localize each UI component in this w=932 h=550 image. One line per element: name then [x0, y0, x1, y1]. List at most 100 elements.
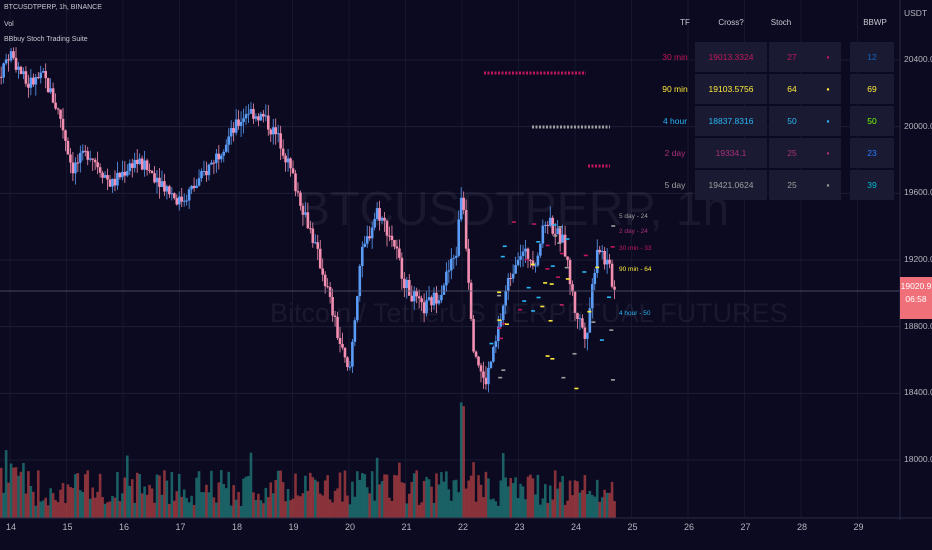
candle-body [64, 130, 67, 141]
currency-label: USDT [904, 8, 928, 18]
volume-bar [145, 494, 149, 518]
volume-bar [66, 484, 70, 518]
candle-body [74, 162, 77, 174]
candle-body [133, 159, 137, 168]
candle-body [118, 172, 122, 178]
candle-body [207, 164, 211, 176]
bar-countdown: 06:58 [905, 294, 927, 304]
candle-body [311, 228, 315, 243]
volume-bar [98, 473, 102, 518]
table-header-bbwp: BBWP [863, 18, 887, 27]
candle-body [284, 155, 287, 163]
volume-bar [274, 480, 278, 518]
candle-body [54, 102, 57, 109]
candle-body [101, 172, 104, 178]
table-cell-tf: 5 day [664, 180, 686, 190]
volume-bar [185, 497, 188, 518]
candle-body [289, 158, 292, 169]
stoch-dot [565, 238, 570, 240]
candle-body [464, 209, 468, 249]
volume-bar [150, 488, 154, 518]
timeframe-stoch-label: 30 min - 33 [619, 245, 652, 252]
volume-bar [524, 499, 527, 518]
candle-body [457, 219, 461, 256]
volume-bar [296, 495, 300, 518]
volume-bar [556, 488, 559, 518]
volume-bar [412, 473, 416, 518]
candle-body [96, 162, 99, 168]
volume-bar [83, 474, 87, 518]
candle-body [291, 168, 295, 174]
candle-body [561, 234, 564, 243]
stoch-dot [583, 254, 588, 257]
x-tick-label: 15 [62, 522, 73, 532]
volume-bar [326, 475, 329, 518]
volume-bar [504, 477, 508, 518]
candle-body [224, 144, 228, 152]
candle-body [27, 83, 30, 88]
candle-body [32, 77, 35, 85]
vol-label[interactable]: Vol [4, 21, 14, 28]
volume-bar [153, 502, 156, 518]
table-cell-mark: ▪ [815, 106, 841, 136]
table-cell-bbwp: 23 [850, 138, 894, 168]
stoch-dot [574, 387, 579, 390]
stoch-dot [587, 310, 592, 313]
volume-bar [205, 484, 208, 518]
volume-bar [27, 471, 30, 518]
candle-body [24, 71, 28, 84]
volume-bar [239, 505, 243, 518]
candle-body [499, 320, 503, 327]
volume-bar [163, 470, 166, 518]
volume-bar [373, 500, 376, 518]
symbol-line[interactable]: BTCUSDTPERP, 1h, BINANCE [4, 4, 102, 11]
volume-bar [410, 481, 414, 518]
candle-body [571, 284, 574, 292]
volume-bar [266, 497, 270, 518]
indicator-label[interactable]: BBbuy Stoch Trading Suite [4, 36, 88, 43]
volume-bar [143, 486, 146, 518]
volume-bar [351, 481, 354, 518]
candle-body [249, 109, 253, 114]
candle-body [316, 242, 320, 249]
volume-bar [494, 501, 498, 518]
table-cell-cross: 19334.1 [695, 138, 767, 168]
volume-bar [306, 490, 310, 518]
volume-bar [442, 481, 446, 518]
volume-bar [519, 483, 522, 518]
stoch-dot [545, 355, 550, 357]
candle-body [425, 300, 428, 314]
volume-bar [445, 471, 448, 518]
x-tick-label: 24 [571, 522, 582, 532]
candle-body [234, 119, 238, 133]
candle-body [180, 196, 184, 202]
candle-body [410, 295, 414, 302]
volume-bar [304, 475, 307, 518]
table-cell-stoch: 64 [769, 74, 815, 104]
volume-bar [108, 501, 112, 518]
stoch-dot [545, 268, 550, 270]
x-tick-label: 20 [345, 522, 356, 532]
volume-bar [531, 478, 535, 518]
candle-body [51, 88, 55, 103]
table-cell-bbwp: 39 [850, 170, 894, 200]
candle-body [454, 255, 458, 258]
volume-bar [165, 480, 169, 518]
stoch-dot [524, 258, 529, 261]
stoch-dot [564, 266, 569, 269]
stoch-dot [595, 266, 600, 269]
candle-body [98, 167, 102, 173]
volume-bar [336, 488, 339, 518]
volume-bar [323, 480, 327, 518]
candle-body [257, 116, 260, 121]
candle-body [333, 315, 337, 317]
volume-bar [422, 480, 426, 518]
volume-bar [133, 502, 137, 518]
stoch-dot [518, 308, 523, 311]
volume-bar [289, 500, 292, 518]
candle-body [210, 162, 213, 165]
volume-bar [479, 484, 483, 518]
volume-bar [281, 482, 285, 518]
table-cell-bbwp: 69 [850, 74, 894, 104]
